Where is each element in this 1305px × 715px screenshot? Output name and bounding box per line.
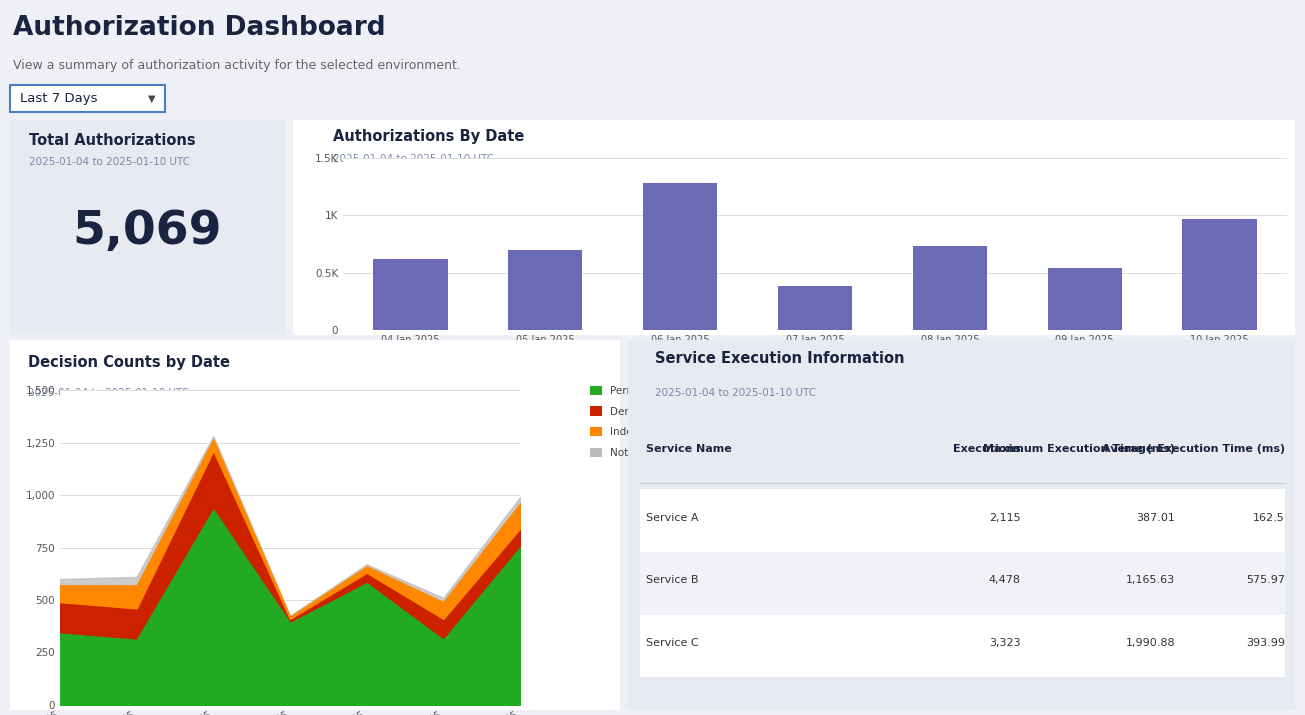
Text: 162.5: 162.5 xyxy=(1253,513,1285,523)
Text: ▼: ▼ xyxy=(147,94,155,104)
Text: Average Execution Time (ms): Average Execution Time (ms) xyxy=(1101,444,1285,454)
Bar xyxy=(1182,219,1257,330)
Text: 2025-01-04 to 2025-01-10 UTC: 2025-01-04 to 2025-01-10 UTC xyxy=(655,388,816,398)
Legend: Permit, Deny, Indeterminate, Not Applicable: Permit, Deny, Indeterminate, Not Applica… xyxy=(586,383,689,461)
Bar xyxy=(508,250,582,330)
Bar xyxy=(10,85,164,112)
Text: 5,069: 5,069 xyxy=(73,209,222,255)
Text: Service Name: Service Name xyxy=(646,444,732,454)
Bar xyxy=(639,552,1285,614)
Text: Executions: Executions xyxy=(953,444,1021,454)
Text: 3,323: 3,323 xyxy=(989,638,1021,648)
Text: Service Execution Information: Service Execution Information xyxy=(655,351,904,366)
Text: 2025-01-04 to 2025-01-10 UTC: 2025-01-04 to 2025-01-10 UTC xyxy=(29,388,189,398)
Text: Last 7 Days: Last 7 Days xyxy=(20,92,98,105)
Bar xyxy=(373,259,448,330)
Text: 2025-01-04 to 2025-01-10 UTC: 2025-01-04 to 2025-01-10 UTC xyxy=(29,157,191,167)
Text: Decision Counts by Date: Decision Counts by Date xyxy=(29,355,230,370)
Bar xyxy=(639,614,1285,677)
Text: Authorizations By Date: Authorizations By Date xyxy=(333,129,525,144)
Bar xyxy=(778,287,852,330)
Text: Service B: Service B xyxy=(646,576,699,586)
Bar xyxy=(643,183,718,330)
Text: 2,115: 2,115 xyxy=(989,513,1021,523)
Text: View a summary of authorization activity for the selected environment.: View a summary of authorization activity… xyxy=(13,59,461,72)
Text: 387.01: 387.01 xyxy=(1137,513,1176,523)
Text: Service C: Service C xyxy=(646,638,699,648)
Text: 4,478: 4,478 xyxy=(989,576,1021,586)
Text: Total Authorizations: Total Authorizations xyxy=(29,133,196,148)
Bar xyxy=(912,246,987,330)
Text: Maximum Execution Time (ms): Maximum Execution Time (ms) xyxy=(984,444,1176,454)
Text: Authorization Dashboard: Authorization Dashboard xyxy=(13,15,386,41)
Text: 393.99: 393.99 xyxy=(1246,638,1285,648)
Text: 1,165.63: 1,165.63 xyxy=(1126,576,1176,586)
Text: 2025-01-04 to 2025-01-10 UTC: 2025-01-04 to 2025-01-10 UTC xyxy=(333,154,495,164)
Text: 575.97: 575.97 xyxy=(1246,576,1285,586)
Text: Service A: Service A xyxy=(646,513,699,523)
Bar xyxy=(1048,268,1122,330)
Text: 1,990.88: 1,990.88 xyxy=(1126,638,1176,648)
Bar xyxy=(639,489,1285,552)
